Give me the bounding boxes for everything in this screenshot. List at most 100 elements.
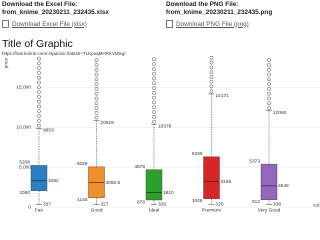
outlier — [152, 86, 156, 90]
outlier — [94, 58, 99, 63]
x-axis-label: cut — [313, 202, 320, 208]
outlier — [152, 81, 156, 86]
outlier — [152, 57, 156, 62]
outlier — [209, 89, 214, 94]
outlier — [209, 55, 214, 60]
whisker-low-label: 336 — [273, 202, 281, 208]
x-tick-label: Very Good — [258, 207, 281, 213]
outlier — [94, 87, 99, 91]
outlier — [37, 114, 41, 118]
q1-label: 1046 — [192, 198, 203, 204]
outlier — [94, 82, 99, 86]
chart: price cut 0 5,000 10,000 15,000 Fair 5208 3282 20… — [3, 55, 320, 213]
outlier — [267, 58, 271, 63]
outlier — [37, 75, 41, 80]
outlier — [94, 106, 99, 110]
x-tick-label: Fair — [35, 207, 44, 213]
box — [260, 163, 278, 200]
download-link[interactable]: Download PNG File (png) — [166, 20, 272, 28]
outlier — [37, 90, 41, 94]
whisker-low-label: 327 — [101, 202, 109, 208]
box — [145, 169, 163, 201]
outlier — [267, 63, 271, 67]
box — [30, 165, 48, 191]
outlier — [152, 105, 156, 110]
heading: Download the Excel File: — [2, 1, 78, 8]
median-label: 3050.5 — [106, 180, 121, 186]
outlier — [152, 100, 156, 105]
q3-label: 4679 — [134, 164, 145, 170]
whisker-high-label: 10378 — [158, 123, 172, 129]
outlier — [152, 76, 156, 81]
outlier — [152, 67, 156, 71]
outlier — [152, 62, 156, 67]
whisker-high-label: 9853 — [43, 128, 54, 134]
outlier — [94, 96, 99, 101]
y-tick-label: 0 — [28, 204, 31, 210]
download-link[interactable]: Download Excel File (xlsx) — [2, 20, 109, 28]
png-download: Download the PNG File: from_knime_202302… — [166, 1, 272, 28]
outlier — [94, 101, 99, 106]
q1-label: 2050 — [19, 190, 30, 196]
outlier — [37, 56, 41, 61]
outlier — [94, 111, 99, 115]
outlier — [37, 104, 41, 109]
graphic-title: Title of Graphic — [2, 38, 73, 50]
outlier — [37, 61, 41, 66]
outlier — [209, 65, 214, 70]
y-axis-label: price — [3, 58, 9, 69]
outlier — [209, 75, 214, 79]
q1-label: 1145 — [77, 197, 88, 203]
q3-label: 5208 — [19, 160, 30, 166]
outlier — [209, 84, 214, 89]
whisker-high-label: 14171 — [216, 93, 230, 99]
outlier — [267, 77, 271, 82]
outlier — [267, 87, 271, 91]
outlier — [37, 80, 41, 85]
outlier — [94, 91, 99, 96]
median-label: 1810 — [163, 190, 174, 196]
outlier — [267, 101, 271, 106]
outlier — [267, 67, 271, 72]
outlier — [94, 77, 99, 82]
graphic-url: https://hub.knime.com/-/spaces/-/latest/… — [2, 51, 126, 56]
y-tick-label: 15,000 — [16, 85, 31, 91]
whisker-low-label: 326 — [158, 202, 166, 208]
q3-label: 5373 — [249, 158, 260, 164]
outlier — [37, 99, 41, 104]
excel-download: Download the Excel File: from_knime_2023… — [2, 1, 109, 28]
outlier — [209, 70, 214, 75]
median-label: 2648 — [278, 183, 289, 189]
outlier — [267, 91, 271, 96]
whisker-low-label: 337 — [43, 202, 51, 208]
box — [203, 156, 220, 199]
whisker-high-label: 12060 — [273, 110, 287, 116]
outlier — [37, 123, 41, 128]
outlier — [209, 60, 214, 65]
y-tick-label: 10,000 — [16, 124, 31, 130]
outlier — [94, 115, 99, 120]
outlier — [267, 82, 271, 86]
outlier — [152, 119, 156, 124]
outlier — [37, 109, 41, 114]
q3-label: 6296 — [192, 151, 203, 157]
outlier — [152, 110, 156, 114]
y-tick-label: 5,000 — [19, 164, 31, 170]
heading: Download the PNG File: — [166, 1, 239, 8]
outlier — [152, 114, 156, 119]
link-text[interactable]: Download Excel File (xlsx) — [12, 20, 87, 28]
page: Download the Excel File: from_knime_2023… — [2, 1, 320, 213]
q1-label: 878 — [137, 199, 145, 205]
outlier — [37, 66, 41, 71]
x-tick-label: Ideal — [149, 207, 159, 213]
link-text[interactable]: Download PNG File (png) — [176, 20, 249, 28]
outlier — [37, 85, 41, 90]
filename: from_knime_20230211_232435.xlsx — [2, 9, 109, 16]
whisker-high-label: 10819 — [101, 120, 115, 126]
file-icon — [166, 20, 173, 28]
outlier — [152, 71, 156, 76]
outlier — [267, 106, 271, 110]
q1-label: 912 — [252, 199, 260, 205]
file-icon — [2, 20, 9, 28]
x-tick-label: Good — [91, 207, 103, 213]
